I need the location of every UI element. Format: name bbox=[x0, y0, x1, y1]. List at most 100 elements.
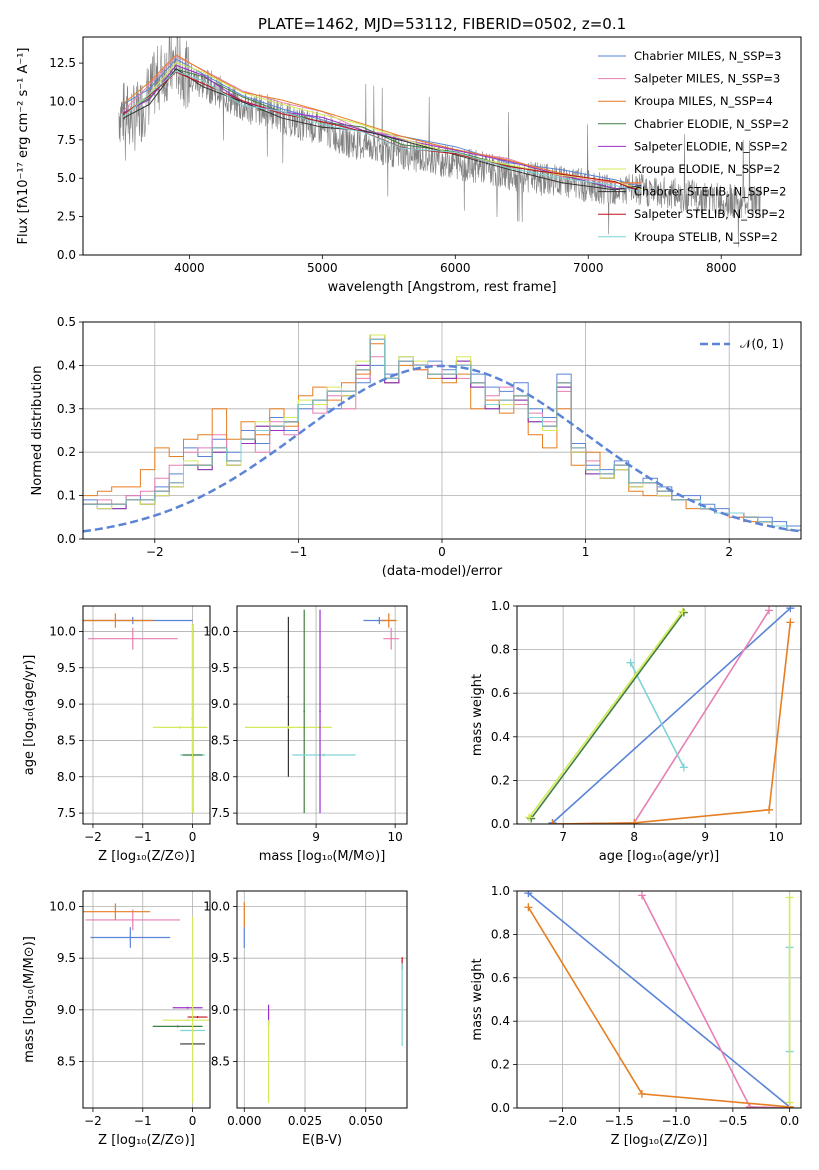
x-tick-label: 0 bbox=[438, 545, 446, 559]
y-tick-label: 8.5 bbox=[57, 733, 76, 747]
x-tick-label: 4000 bbox=[174, 261, 205, 275]
y-tick-label: 0.2 bbox=[57, 445, 76, 459]
weight-marker bbox=[630, 818, 639, 824]
x-tick-label: 0.050 bbox=[349, 1114, 383, 1128]
x-tick-label: 10 bbox=[387, 830, 402, 844]
weight-line-chabrier_miles bbox=[551, 607, 791, 824]
y-tick-label: 10.0 bbox=[203, 624, 230, 638]
x-tick-label: 0 bbox=[189, 1114, 197, 1128]
x-tick-label: 0.000 bbox=[227, 1114, 261, 1128]
x-axis-label: wavelength [Angstrom, rest frame] bbox=[328, 280, 557, 295]
y-tick-label: 0.0 bbox=[491, 1101, 510, 1115]
x-axis-label: E(B-V) bbox=[302, 1133, 342, 1148]
x-tick-label: −0.5 bbox=[718, 1114, 747, 1128]
weight-line-kroupa_miles bbox=[552, 622, 792, 824]
y-tick-label: 0.8 bbox=[491, 927, 510, 941]
y-tick-label: 10.0 bbox=[49, 900, 76, 914]
y-tick-label: 9.0 bbox=[211, 1003, 230, 1017]
weight-marker bbox=[679, 763, 688, 772]
x-tick-label: −1 bbox=[134, 830, 152, 844]
x-tick-label: 10 bbox=[769, 830, 784, 844]
plot-area bbox=[237, 891, 407, 1108]
weight-marker bbox=[678, 607, 687, 616]
weight-marker bbox=[745, 1102, 754, 1108]
y-tick-label: 12.5 bbox=[49, 56, 76, 70]
y-tick-label: 1.0 bbox=[491, 599, 510, 613]
x-axis-label: Z [log₁₀(Z/Z⊙)] bbox=[98, 849, 195, 864]
legend-entry: Salpeter STELIB, N_SSP=2 bbox=[634, 207, 785, 221]
panel-age-vs-z: −2 −1 0 7.5 8.0 8.5 9.0 9.5 10.0 Z [log₁₀(Z/Z⊙)] a… bbox=[22, 605, 211, 864]
model-series-chabrier_miles bbox=[122, 58, 642, 187]
axes-frame bbox=[236, 890, 408, 1109]
y-tick-label: 7.5 bbox=[211, 806, 230, 820]
y-tick-label: 2.5 bbox=[57, 210, 76, 224]
model-series-salpeter_stelib bbox=[122, 71, 642, 193]
x-tick-label: −2 bbox=[84, 830, 102, 844]
y-tick-label: 0.0 bbox=[57, 248, 76, 262]
x-tick-label: 8000 bbox=[706, 261, 737, 275]
legend-entry: Chabrier ELODIE, N_SSP=2 bbox=[634, 117, 789, 131]
weight-line-chabrier_miles bbox=[527, 892, 791, 1108]
panel-mass-vs-ebv: 0.000 0.025 0.050 8.5 9.0 9.5 10.0 E(B-V) bbox=[203, 890, 408, 1148]
x-tick-label: −1 bbox=[290, 545, 308, 559]
y-tick-label: 0.2 bbox=[491, 773, 510, 787]
plot-area bbox=[517, 891, 801, 1108]
weight-line-salpeter_miles bbox=[641, 894, 790, 1108]
weight-marker bbox=[786, 606, 795, 613]
y-axis-label: mass weight bbox=[470, 958, 485, 1040]
weight-marker bbox=[524, 903, 533, 912]
y-axis-label: mass weight bbox=[470, 674, 485, 756]
y-tick-label: 0.4 bbox=[57, 358, 76, 372]
panel-weight-vs-age: 7 8 9 10 0.0 0.2 0.4 0.6 0.8 1.0 age [log₁₀(age/yr… bbox=[470, 599, 802, 864]
y-tick-label: 9.0 bbox=[57, 1003, 76, 1017]
x-axis-label: (data-model)/error bbox=[382, 564, 503, 579]
x-axis-label: Z [log₁₀(Z/Z⊙)] bbox=[98, 1133, 195, 1148]
weight-marker bbox=[637, 891, 646, 900]
x-tick-label: 1 bbox=[582, 545, 590, 559]
y-axis-label: age [log₁₀(age/yr)] bbox=[22, 655, 37, 776]
axes-frame bbox=[516, 605, 802, 825]
x-tick-label: −1 bbox=[134, 1114, 152, 1128]
axes-frame bbox=[82, 890, 211, 1109]
weight-marker bbox=[548, 820, 557, 824]
axes-frame bbox=[82, 605, 211, 825]
x-tick-label: 8 bbox=[630, 830, 638, 844]
chart-title: PLATE=1462, MJD=53112, FIBERID=0502, z=0… bbox=[258, 15, 626, 33]
y-tick-label: 8.0 bbox=[211, 770, 230, 784]
weight-marker bbox=[786, 618, 795, 627]
y-tick-label: 9.0 bbox=[57, 697, 76, 711]
x-tick-label: 9 bbox=[701, 830, 709, 844]
y-tick-label: 0.6 bbox=[491, 686, 510, 700]
weight-line-kroupa_stelib bbox=[629, 662, 685, 768]
weight-marker bbox=[785, 1098, 794, 1107]
weight-marker bbox=[765, 606, 774, 615]
axes-frame bbox=[236, 605, 408, 825]
legend-entry: Salpeter MILES, N_SSP=3 bbox=[634, 72, 780, 86]
model-series-kroupa_elodie bbox=[122, 61, 642, 190]
y-tick-label: 0.5 bbox=[57, 315, 76, 329]
weight-line-kroupa_elodie bbox=[528, 611, 684, 818]
x-tick-label: 0.0 bbox=[780, 1114, 799, 1128]
y-tick-label: 7.5 bbox=[57, 806, 76, 820]
x-tick-label: 5000 bbox=[307, 261, 338, 275]
x-tick-label: 6000 bbox=[440, 261, 471, 275]
y-tick-label: 10.0 bbox=[49, 624, 76, 638]
y-tick-label: 7.5 bbox=[57, 133, 76, 147]
panel-mass-vs-z: −2 −1 0 8.5 9.0 9.5 10.0 Z [log₁₀(Z/Z⊙)] mass [l… bbox=[22, 890, 211, 1148]
y-tick-label: 8.5 bbox=[211, 733, 230, 747]
y-tick-label: 1.0 bbox=[491, 884, 510, 898]
model-series-kroupa_stelib bbox=[122, 70, 642, 193]
legend-entry: 𝒩(0, 1) bbox=[740, 337, 784, 351]
model-series-chabrier_stelib bbox=[122, 68, 642, 191]
y-tick-label: 0.6 bbox=[491, 971, 510, 985]
y-tick-label: 5.0 bbox=[57, 171, 76, 185]
observed-spectrum bbox=[118, 37, 762, 248]
y-tick-label: 0.0 bbox=[57, 532, 76, 546]
x-tick-label: −2.0 bbox=[548, 1114, 577, 1128]
panel-spectrum: 4000 5000 6000 7000 8000 0.0 2.5 5.0 7.5 10.0 12.5… bbox=[16, 15, 802, 295]
weight-marker bbox=[637, 1089, 646, 1098]
weight-marker bbox=[785, 893, 794, 902]
y-tick-label: 9.5 bbox=[57, 661, 76, 675]
panel-weight-vs-z: −2.0 −1.5 −1.0 −0.5 0.0 0.0 0.2 0.4 0.6 0.8 1.0 Z [… bbox=[470, 884, 802, 1148]
